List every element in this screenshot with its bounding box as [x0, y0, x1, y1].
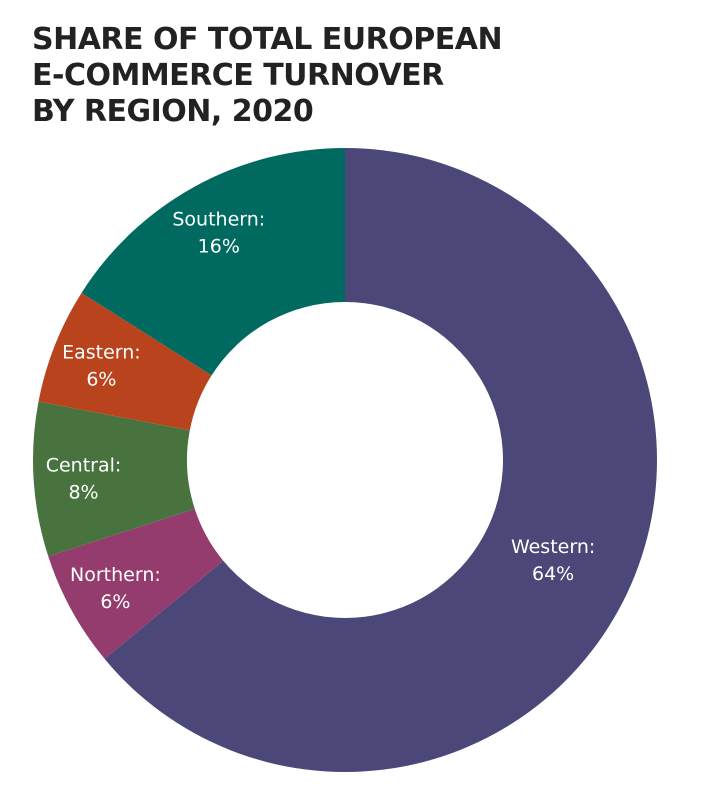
chart-title: SHARE OF TOTAL EUROPEAN E-COMMERCE TURNO…: [32, 22, 503, 129]
slice-label-northern: Northern:: [70, 564, 161, 586]
slice-value-central: 8%: [68, 481, 98, 503]
slice-value-northern: 6%: [100, 591, 130, 613]
slice-value-eastern: 6%: [86, 369, 116, 391]
donut-labels: Western: 64% Northern: 6% Central: 8% Eastern:…: [46, 208, 596, 613]
slice-value-western: 64%: [532, 563, 574, 585]
slice-label-western: Western:: [511, 536, 595, 558]
slice-southern: [81, 148, 345, 376]
donut-slices: [33, 148, 658, 773]
slice-label-central: Central:: [46, 454, 122, 476]
slice-value-southern: 16%: [198, 235, 240, 257]
slice-label-eastern: Eastern:: [62, 342, 141, 364]
slice-northern: [48, 508, 224, 659]
slice-western: [104, 148, 658, 773]
slice-central: [33, 401, 195, 557]
slice-label-southern: Southern:: [172, 208, 265, 230]
slice-eastern: [38, 292, 212, 431]
